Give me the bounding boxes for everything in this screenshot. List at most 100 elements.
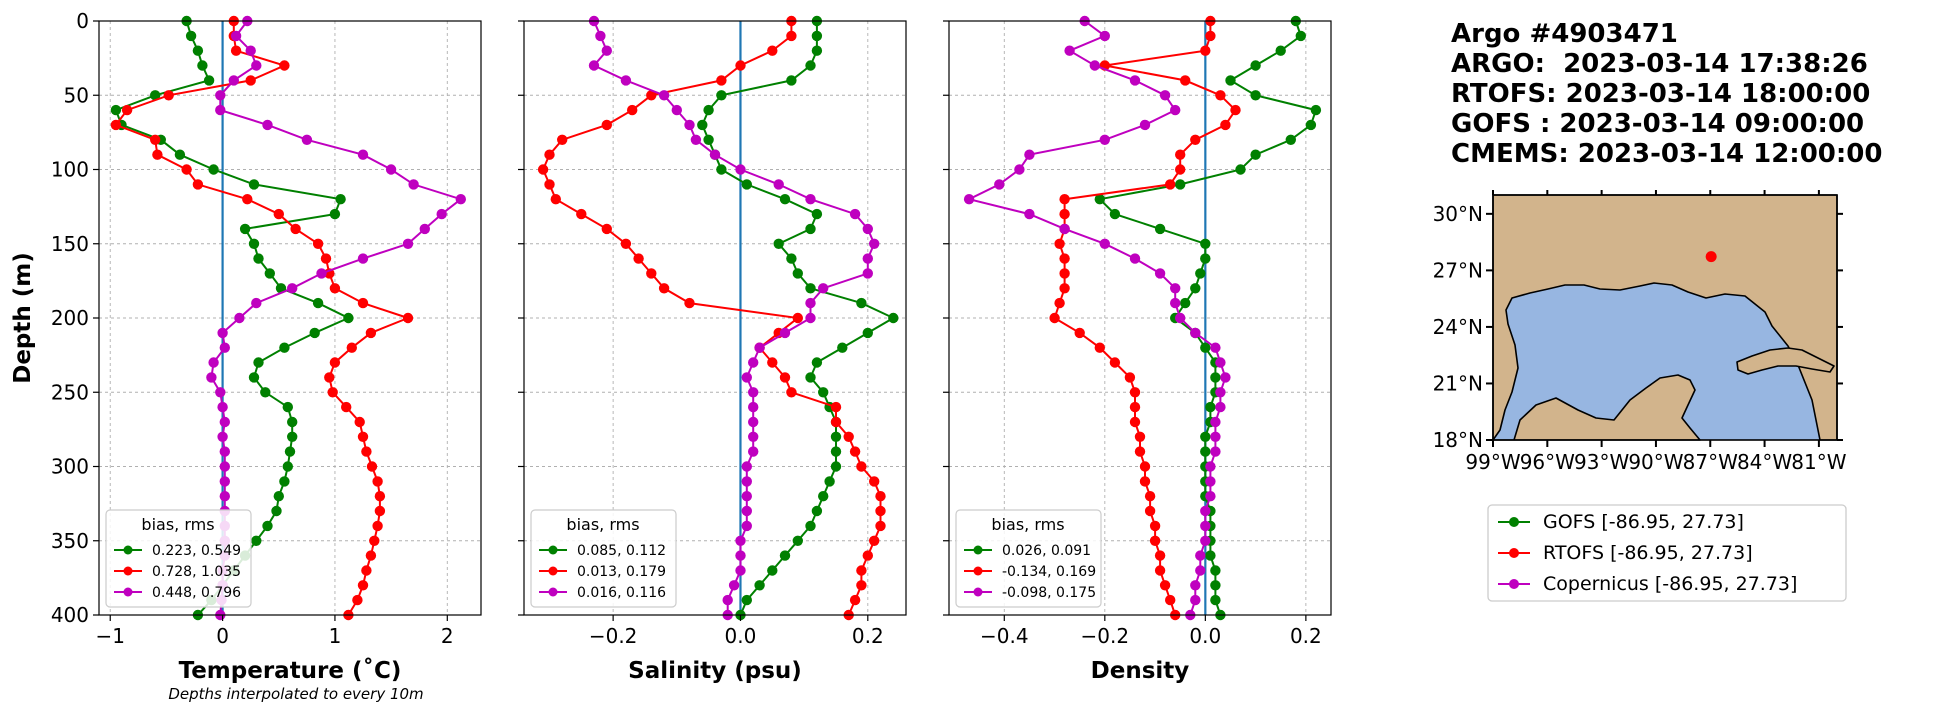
gofs-point (1210, 580, 1221, 591)
copernicus-point (818, 283, 829, 294)
copernicus-point (219, 476, 230, 487)
rtofs-point (357, 297, 369, 309)
copernicus-point (601, 45, 612, 56)
rtofs-point (1059, 283, 1070, 294)
gofs-point (174, 149, 186, 160)
copernicus-point (1170, 297, 1181, 309)
rtofs-point (830, 416, 842, 428)
rtofs-point (1074, 327, 1085, 339)
rtofs-point (716, 75, 727, 86)
gofs-point (1235, 164, 1246, 175)
rtofs-point (875, 505, 886, 517)
rtofs-point (856, 565, 867, 576)
rtofs-point (290, 223, 301, 235)
rtofs-point (279, 60, 290, 71)
info-line-rtofs-time: RTOFS: 2023-03-14 18:00:00 (1451, 79, 1870, 109)
gofs-point (1210, 565, 1221, 576)
rtofs-point (1059, 194, 1070, 205)
gofs-point (287, 431, 298, 442)
copernicus-point (748, 431, 759, 442)
gofs-point (811, 357, 823, 368)
rtofs-point (1139, 461, 1151, 472)
gofs-point (1190, 283, 1201, 294)
gofs-point (779, 550, 791, 561)
gofs-point (260, 387, 271, 398)
copernicus-point (357, 253, 369, 264)
map-x-tick-label: 90°W (1628, 450, 1683, 474)
rtofs-point (557, 134, 568, 145)
map-y-tick-label: 24°N (1433, 315, 1483, 339)
rtofs-salinity-series (537, 15, 886, 621)
gofs-point (697, 119, 708, 131)
gofs-point (716, 90, 727, 101)
gofs-point (830, 431, 842, 442)
copernicus-point (385, 164, 397, 175)
copernicus-point (301, 134, 313, 145)
gofs-point (1109, 208, 1121, 220)
gofs-point (1180, 297, 1191, 309)
copernicus-point (1059, 223, 1070, 235)
map-frame (1492, 194, 1838, 441)
rtofs-point (352, 594, 363, 606)
legend-entry-label: 0.728, 1.035 (152, 564, 241, 580)
y-tick-label: 100 (51, 158, 89, 182)
y-tick-label: 400 (51, 603, 89, 627)
copernicus-point (735, 535, 746, 546)
rtofs-point (646, 268, 657, 279)
rtofs-point (627, 104, 638, 116)
gofs-point (329, 208, 341, 220)
map-y-tick-label: 21°N (1433, 371, 1483, 395)
copernicus-point (805, 194, 816, 205)
rtofs-point (1154, 550, 1166, 561)
copernicus-point (219, 342, 230, 353)
gofs-point (805, 520, 816, 532)
copernicus-point (671, 104, 682, 116)
gofs-point (830, 461, 842, 472)
map-legend-entry-rtofs: RTOFS [-86.95, 27.73] (1498, 542, 1753, 564)
rtofs-point (357, 431, 369, 442)
y-tick-label: 150 (51, 232, 89, 256)
legend-entry-label: 0.016, 0.116 (577, 585, 666, 601)
rtofs-point (1109, 357, 1121, 368)
rtofs-point (830, 401, 842, 413)
y-tick-label: 50 (64, 83, 89, 107)
copernicus-point (1205, 491, 1216, 502)
rtofs-point (1059, 208, 1070, 220)
copernicus-point (419, 223, 430, 235)
copernicus-point (754, 342, 765, 353)
gofs-point (1200, 446, 1211, 457)
rtofs-point (1059, 253, 1070, 264)
profile-panels: −1 0 1 2 0 50 100 150 200 250 300 350 400 Temperature… (10, 9, 1332, 684)
legend-box (105, 509, 252, 608)
gofs-point (862, 327, 873, 339)
copernicus-point (1129, 75, 1141, 86)
gofs-point (805, 60, 816, 71)
copernicus-point (219, 491, 230, 502)
gofs-point (203, 75, 215, 86)
gofs-point (779, 194, 791, 205)
rtofs-point (1054, 238, 1065, 249)
argo-location-marker (1705, 251, 1717, 263)
location-map: 99°W 96°W 93°W 90°W 87°W 84°W 81°W 18°N 21°N 24°N… (1433, 190, 1847, 474)
x-tick-label: 0.2 (852, 624, 884, 648)
gofs-point (253, 253, 264, 264)
info-line-argo-time: ARGO: 2023-03-14 17:38:26 (1451, 49, 1868, 79)
copernicus-point (219, 416, 230, 428)
x-tick-label: 0 (216, 624, 229, 648)
legend-entry-label: 0.085, 0.112 (577, 543, 666, 559)
copernicus-point (215, 387, 226, 398)
gofs-point (754, 580, 765, 591)
gofs-point (1205, 401, 1216, 413)
map-x-tick-label: 93°W (1574, 450, 1629, 474)
rtofs-point (856, 461, 867, 472)
gofs-point (1250, 60, 1261, 71)
legend-box (955, 509, 1102, 608)
copernicus-point (709, 149, 721, 160)
copernicus-point (728, 580, 740, 591)
copernicus-point (455, 194, 466, 205)
legend-marker (123, 545, 133, 555)
gofs-point (741, 179, 752, 190)
copernicus-point (251, 297, 262, 309)
map-y-tick-label: 27°N (1433, 258, 1483, 282)
